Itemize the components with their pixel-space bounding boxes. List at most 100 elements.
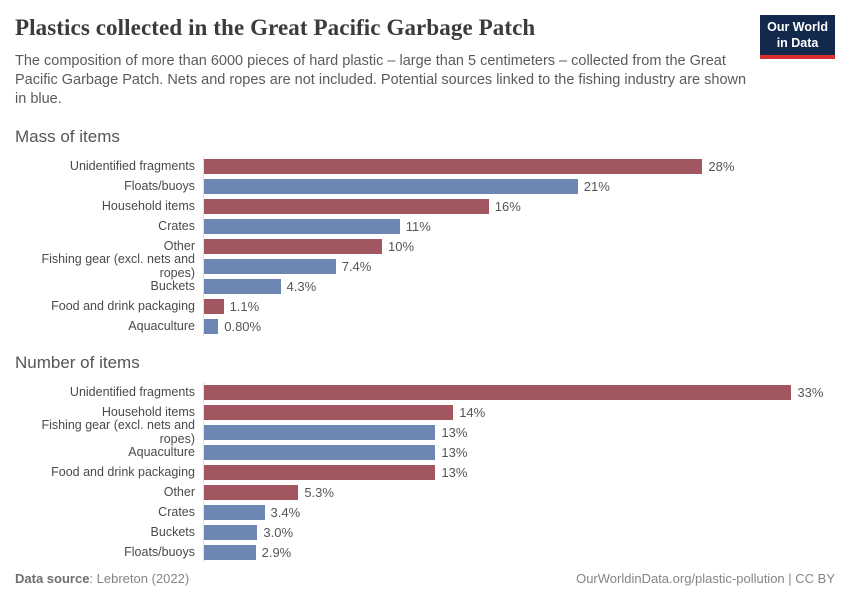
bar-value-label: 3.4% bbox=[270, 504, 301, 520]
bar-value-label: 4.3% bbox=[286, 278, 317, 294]
bar-value-label: 11% bbox=[405, 218, 431, 234]
bar-label: Aquaculture bbox=[128, 445, 195, 460]
bar-value-label: 2.9% bbox=[261, 544, 292, 560]
bar-area: 28% bbox=[203, 156, 835, 177]
footer: Data source: Lebreton (2022) OurWorldinD… bbox=[15, 571, 835, 586]
bar-label: Aquaculture bbox=[128, 319, 195, 334]
bar-row: Crates 3.4% bbox=[15, 502, 835, 523]
bar bbox=[204, 464, 436, 480]
bar bbox=[204, 524, 258, 540]
bar-label: Unidentified fragments bbox=[69, 159, 195, 174]
bar bbox=[204, 218, 400, 234]
bar-area: 1.1% bbox=[203, 296, 835, 317]
bar bbox=[204, 404, 454, 420]
bar-value-label: 28% bbox=[708, 158, 735, 174]
bar-row: Buckets 3.0% bbox=[15, 522, 835, 543]
bar-row: Fishing gear (excl. nets and ropes) 7.4% bbox=[15, 252, 835, 280]
bar-area: 10% bbox=[203, 236, 835, 257]
bar-value-label: 13% bbox=[441, 464, 468, 480]
bar-value-label: 33% bbox=[797, 384, 824, 400]
bar-row: Buckets 4.3% bbox=[15, 276, 835, 297]
bar bbox=[204, 484, 299, 500]
bar-row: Floats/buoys 21% bbox=[15, 176, 835, 197]
bar-area: 11% bbox=[203, 216, 835, 237]
bar bbox=[204, 238, 382, 254]
bar-value-label: 13% bbox=[441, 424, 468, 440]
mass-chart: Unidentified fragments 28% Floats/buoys 21%… bbox=[15, 156, 835, 337]
section-title-mass: Mass of items bbox=[15, 127, 120, 147]
bar-area: 13% bbox=[203, 422, 835, 443]
bar bbox=[204, 384, 792, 400]
owid-logo: Our World in Data bbox=[760, 15, 835, 60]
bar-value-label: 21% bbox=[583, 178, 610, 194]
bar-row: Food and drink packaging 1.1% bbox=[15, 296, 835, 317]
owid-logo-line2: in Data bbox=[776, 35, 819, 50]
bar bbox=[204, 198, 489, 214]
bar-value-label: 13% bbox=[441, 444, 468, 460]
bar-value-label: 16% bbox=[494, 198, 521, 214]
data-source: Data source: Lebreton (2022) bbox=[15, 571, 189, 586]
data-source-label: Data source bbox=[15, 571, 90, 586]
bar-area: 7.4% bbox=[203, 256, 835, 277]
page-title: Plastics collected in the Great Pacific … bbox=[15, 15, 536, 40]
bar-row: Other 10% bbox=[15, 236, 835, 257]
bar-label: Buckets bbox=[150, 279, 195, 294]
bar-value-label: 10% bbox=[388, 238, 415, 254]
bar-value-label: 14% bbox=[459, 404, 486, 420]
bar-label: Food and drink packaging bbox=[51, 299, 195, 314]
bar-area: 3.4% bbox=[203, 502, 835, 523]
header-text: Plastics collected in the Great Pacific … bbox=[15, 13, 760, 119]
bar-area: 0.80% bbox=[203, 316, 835, 337]
bar-row: Food and drink packaging 13% bbox=[15, 462, 835, 483]
bar-label: Household items bbox=[101, 405, 195, 420]
bar bbox=[204, 258, 336, 274]
bar-label: Fishing gear (excl. nets and ropes) bbox=[41, 418, 195, 447]
section-title-number: Number of items bbox=[15, 353, 140, 373]
bar-row: Floats/buoys 2.9% bbox=[15, 542, 835, 563]
bar-area: 3.0% bbox=[203, 522, 835, 543]
bar-area: 16% bbox=[203, 196, 835, 217]
bar-row: Crates 11% bbox=[15, 216, 835, 237]
bar-area: 21% bbox=[203, 176, 835, 197]
bar-label: Floats/buoys bbox=[124, 545, 195, 560]
bar-area: 4.3% bbox=[203, 276, 835, 297]
bar bbox=[204, 444, 436, 460]
bar-label: Household items bbox=[101, 199, 195, 214]
bar-area: 5.3% bbox=[203, 482, 835, 503]
bar-label: Crates bbox=[158, 219, 195, 234]
bar-row: Household items 14% bbox=[15, 402, 835, 423]
owid-logo-line1: Our World bbox=[767, 20, 828, 34]
bar-value-label: 0.80% bbox=[224, 318, 262, 334]
header: Plastics collected in the Great Pacific … bbox=[15, 13, 835, 119]
bar-area: 14% bbox=[203, 402, 835, 423]
number-chart: Unidentified fragments 33% Household items… bbox=[15, 382, 835, 563]
bar bbox=[204, 158, 703, 174]
bar-label: Unidentified fragments bbox=[69, 385, 195, 400]
bar-label: Fishing gear (excl. nets and ropes) bbox=[41, 252, 195, 281]
bar-row: Household items 16% bbox=[15, 196, 835, 217]
bar-label: Buckets bbox=[150, 525, 195, 540]
bar-row: Aquaculture 0.80% bbox=[15, 316, 835, 337]
bar-value-label: 5.3% bbox=[304, 484, 334, 500]
bar-row: Aquaculture 13% bbox=[15, 442, 835, 463]
bar-area: 13% bbox=[203, 442, 835, 463]
bar-row: Unidentified fragments 28% bbox=[15, 156, 835, 177]
bar-value-label: 1.1% bbox=[229, 298, 260, 314]
bar-label: Other bbox=[163, 239, 195, 254]
bar bbox=[204, 278, 281, 294]
bar-area: 13% bbox=[203, 462, 835, 483]
bar-row: Other 5.3% bbox=[15, 482, 835, 503]
bar-label: Crates bbox=[158, 505, 195, 520]
bar-row: Fishing gear (excl. nets and ropes) 13% bbox=[15, 418, 835, 446]
bar-area: 2.9% bbox=[203, 542, 835, 563]
bar bbox=[204, 504, 265, 520]
data-source-value: : Lebreton (2022) bbox=[89, 571, 190, 586]
bar-row: Unidentified fragments 33% bbox=[15, 382, 835, 403]
bar-value-label: 7.4% bbox=[341, 258, 372, 274]
bar-label: Floats/buoys bbox=[124, 179, 195, 194]
bar bbox=[204, 318, 219, 334]
bar bbox=[204, 298, 224, 314]
bar-area: 33% bbox=[203, 382, 835, 403]
bar-value-label: 3.0% bbox=[263, 524, 294, 540]
